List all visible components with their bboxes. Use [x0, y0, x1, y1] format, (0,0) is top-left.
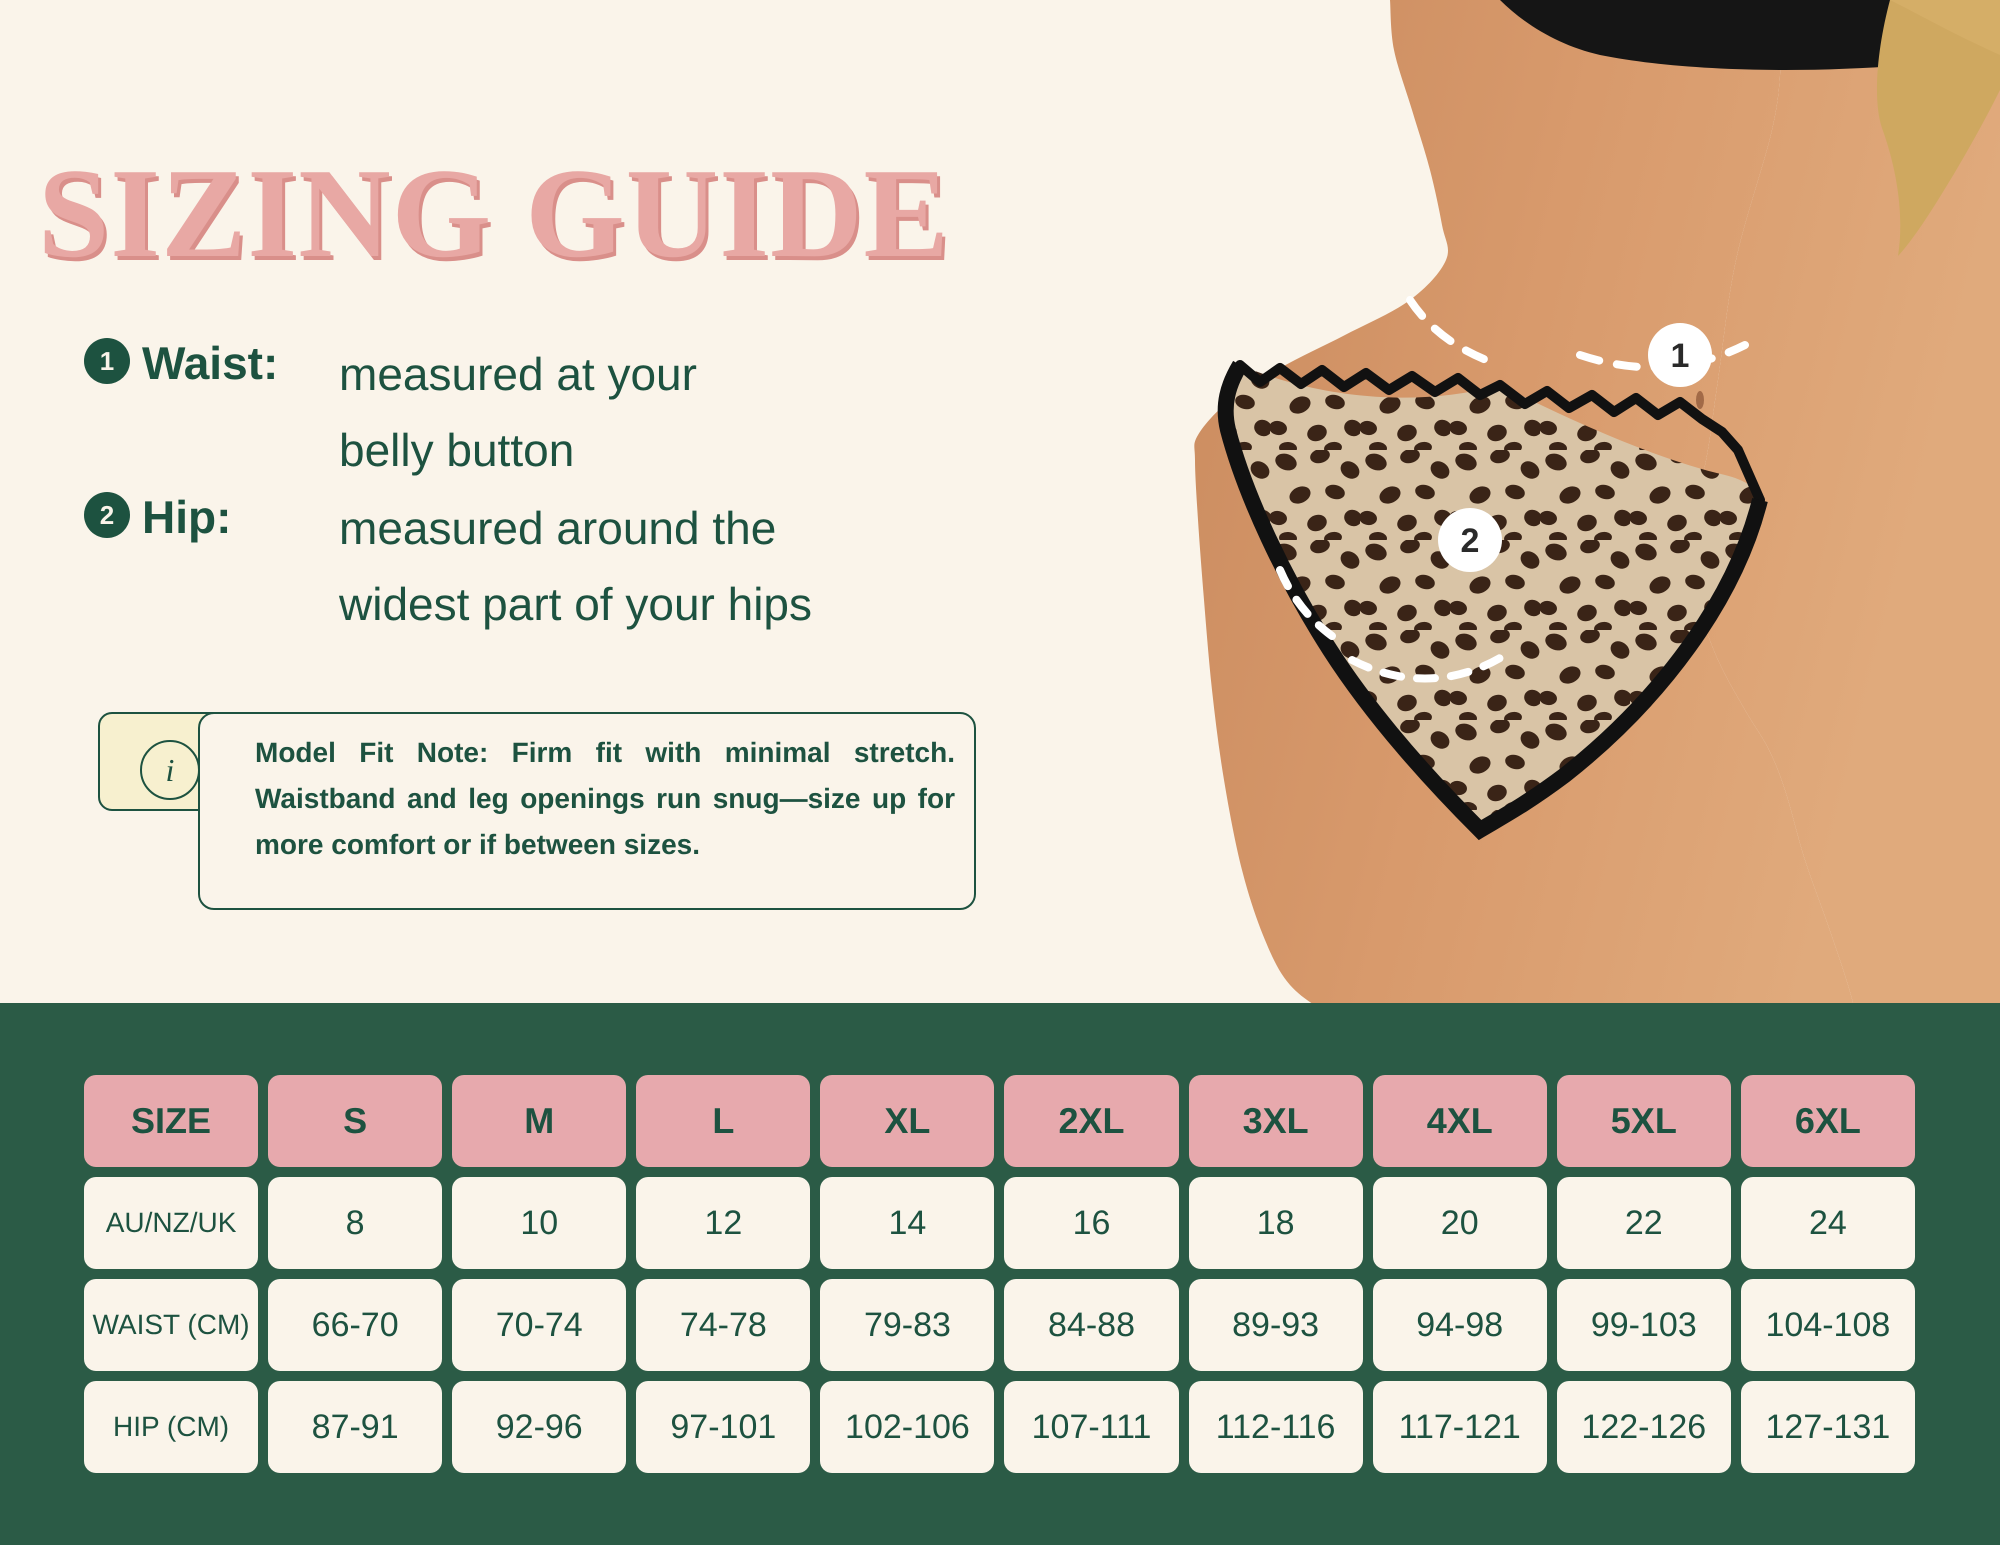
svg-text:1: 1	[1671, 337, 1690, 375]
svg-text:2: 2	[1461, 522, 1480, 560]
